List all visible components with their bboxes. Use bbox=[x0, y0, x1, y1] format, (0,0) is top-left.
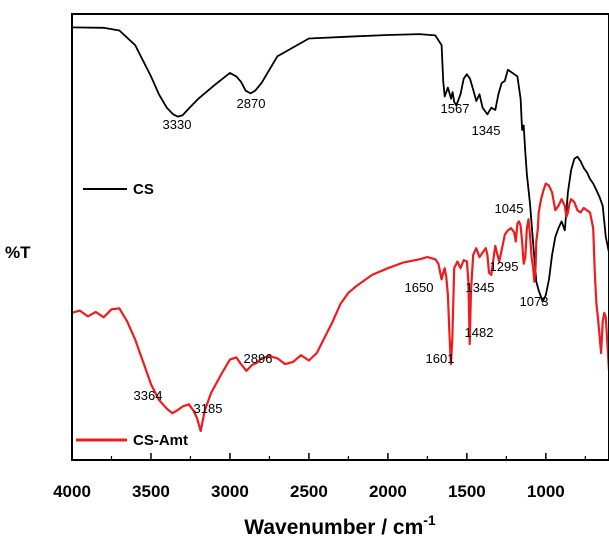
peak-label-cs: 1567 bbox=[441, 101, 470, 116]
x-axis-ticks: 4000 3500 3000 2500 2000 1500 1000 bbox=[53, 453, 586, 501]
x-tick-label: 2000 bbox=[369, 482, 407, 501]
x-tick-label: 3500 bbox=[132, 482, 170, 501]
x-tick-label: 1500 bbox=[448, 482, 486, 501]
x-axis-label-superscript: -1 bbox=[423, 512, 436, 528]
x-tick-label: 2500 bbox=[290, 482, 328, 501]
peak-label-cs-amt: 1345 bbox=[466, 280, 495, 295]
series-line-cs bbox=[71, 26, 609, 303]
x-tick-label: 3000 bbox=[211, 482, 249, 501]
peak-label-cs-amt: 3364 bbox=[134, 388, 163, 403]
peak-label-cs-amt: 2896 bbox=[244, 351, 273, 366]
peak-label-cs: 1345 bbox=[472, 123, 501, 138]
peak-label-cs: 2870 bbox=[237, 96, 266, 111]
plot-frame bbox=[71, 13, 609, 461]
peak-label-cs-amt: 1073 bbox=[520, 294, 549, 309]
x-tick-label: 4000 bbox=[53, 482, 91, 501]
legend-label-cs: CS bbox=[133, 181, 154, 198]
peak-label-cs-amt: 1482 bbox=[465, 325, 494, 340]
series-line-cs-amt bbox=[71, 182, 609, 433]
x-tick-label: 1000 bbox=[527, 482, 565, 501]
peak-label-cs-amt: 1045 bbox=[495, 201, 524, 216]
peak-label-cs-amt: 1295 bbox=[490, 259, 519, 274]
peak-label-cs-amt: 1601 bbox=[426, 351, 455, 366]
y-axis-label: %T bbox=[5, 243, 31, 262]
x-axis-label-text: Wavenumber / cm bbox=[244, 516, 423, 539]
peak-label-cs-amt: 1650 bbox=[405, 280, 434, 295]
legend: CS CS-Amt bbox=[76, 181, 188, 449]
legend-label-cs-amt: CS-Amt bbox=[133, 432, 188, 449]
peak-label-cs-amt: 3185 bbox=[194, 401, 223, 416]
x-axis-label: Wavenumber / cm-1 bbox=[244, 512, 436, 539]
plot-area bbox=[71, 26, 609, 433]
peak-label-cs: 3330 bbox=[163, 117, 192, 132]
